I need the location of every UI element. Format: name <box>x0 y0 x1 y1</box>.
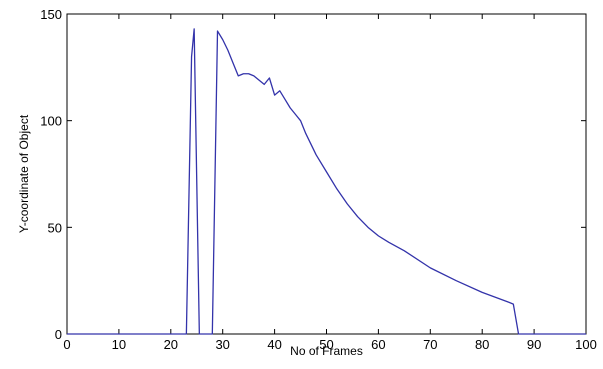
x-tick-label: 90 <box>527 337 541 352</box>
x-tick-label: 40 <box>267 337 281 352</box>
x-tick-label: 30 <box>215 337 229 352</box>
x-tick-label: 10 <box>112 337 126 352</box>
x-axis-title: No of Frames <box>290 344 363 358</box>
y-tick-label: 0 <box>55 327 62 342</box>
x-tick-label: 0 <box>63 337 70 352</box>
series-line <box>67 28 586 335</box>
x-tick-label: 70 <box>423 337 437 352</box>
x-tick-label: 50 <box>319 337 333 352</box>
axis-ticks <box>66 13 587 335</box>
x-tick-label: 20 <box>164 337 178 352</box>
y-tick-label: 150 <box>40 7 62 22</box>
y-tick-label: 50 <box>48 220 62 235</box>
plot-frame <box>66 13 587 335</box>
tick-labels: 0 10 20 30 40 50 60 70 80 90 100 0 50 100 150 <box>40 7 597 352</box>
series-layer <box>67 28 586 335</box>
y-tick-label: 100 <box>40 114 62 129</box>
x-tick-label: 80 <box>475 337 489 352</box>
x-tick-label: 60 <box>371 337 385 352</box>
x-tick-label: 100 <box>575 337 597 352</box>
plot-area-border <box>66 13 587 335</box>
y-axis-title: Y-coordinate of Object <box>17 114 31 233</box>
